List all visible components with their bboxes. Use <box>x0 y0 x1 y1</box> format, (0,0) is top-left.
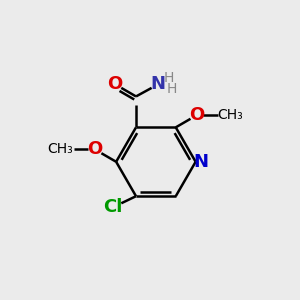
Text: N: N <box>194 153 208 171</box>
Text: CH₃: CH₃ <box>218 108 243 122</box>
Text: CH₃: CH₃ <box>48 142 74 156</box>
Text: O: O <box>189 106 205 124</box>
Text: Cl: Cl <box>103 198 123 216</box>
Text: H: H <box>164 70 175 85</box>
Text: O: O <box>107 75 122 93</box>
Text: N: N <box>151 75 166 93</box>
Text: H: H <box>167 82 177 96</box>
Text: O: O <box>87 140 103 158</box>
